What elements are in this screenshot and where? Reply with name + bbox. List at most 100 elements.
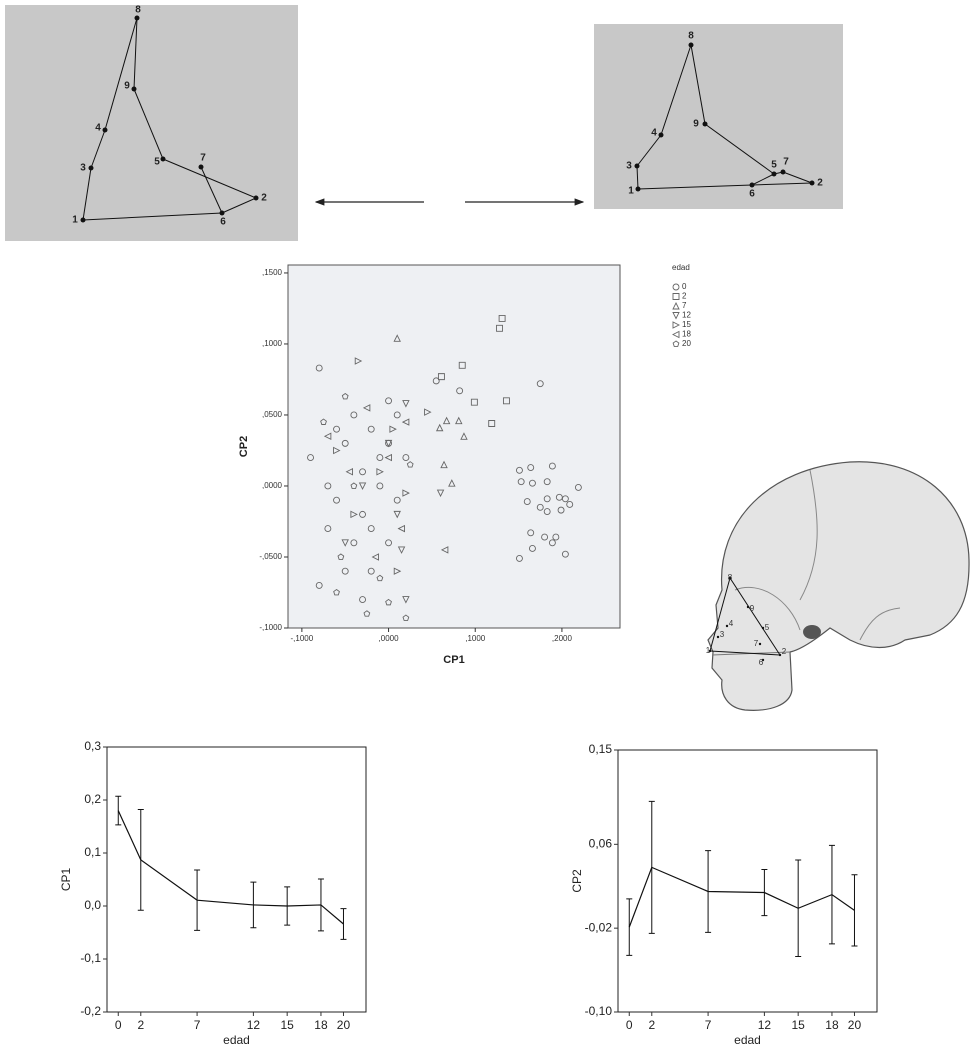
scatter-point — [385, 440, 393, 447]
scatter-point — [442, 416, 451, 425]
landmark-point — [746, 605, 750, 609]
landmark-label: 9 — [124, 81, 130, 92]
landmark-point — [749, 182, 755, 188]
landmark-point — [635, 186, 641, 192]
x-tick-label: ,1000 — [465, 634, 486, 643]
x-tick-label: ,0000 — [379, 634, 400, 643]
landmark-panel — [5, 5, 298, 241]
landmark-label: 9 — [750, 604, 755, 613]
scatter-point — [517, 478, 525, 486]
y-tick-label: 0,2 — [84, 792, 101, 806]
scatter-point — [488, 420, 496, 427]
scatter-point — [515, 555, 523, 562]
scatter-point — [536, 380, 544, 388]
scatter-point — [397, 524, 406, 533]
legend-label: 7 — [682, 301, 687, 310]
landmark-point — [758, 642, 762, 646]
scatter-point — [401, 418, 410, 426]
scatter-point — [341, 392, 349, 400]
scatter-point — [402, 596, 410, 604]
x-tick-label: 18 — [825, 1018, 839, 1032]
landmark-label: 2 — [261, 193, 267, 204]
scatter-point — [393, 334, 401, 342]
error-bar — [340, 908, 347, 940]
x-tick-label: 18 — [314, 1018, 328, 1032]
plot-area — [106, 746, 367, 1013]
scatter-point — [458, 361, 466, 369]
scatter-point — [402, 454, 410, 461]
landmark-label: 6 — [220, 217, 226, 228]
scatter-point — [528, 479, 536, 487]
landmark-point — [134, 15, 140, 21]
landmark-point — [708, 649, 712, 653]
legend-marker — [672, 340, 680, 347]
landmark-edge — [133, 17, 138, 90]
landmark-edge — [660, 44, 692, 136]
landmark-edge — [221, 197, 257, 214]
x-tick-label: 15 — [280, 1018, 294, 1032]
landmark-point — [88, 165, 94, 171]
x-axis-title: edad — [223, 1033, 250, 1047]
error-bar — [284, 886, 291, 926]
x-tick-label: 0 — [115, 1018, 122, 1032]
landmark-edge — [709, 650, 781, 656]
y-tick-label: 0,0 — [84, 898, 101, 912]
scatter-point — [397, 546, 406, 554]
scatter-point — [333, 425, 340, 433]
scatter-point — [385, 598, 392, 606]
scatter-point — [362, 404, 371, 412]
scatter-point — [371, 553, 380, 561]
scatter-point — [527, 464, 535, 471]
error-bar — [115, 795, 122, 826]
x-tick-label: 20 — [848, 1018, 862, 1032]
landmark-label: 7 — [754, 639, 759, 648]
scatter-point — [359, 596, 366, 603]
scatter-point — [341, 440, 349, 447]
scatter-point — [350, 510, 358, 519]
scatter-point — [393, 496, 401, 504]
landmark-label: 3 — [720, 630, 725, 639]
x-tick-label: -,1000 — [291, 634, 314, 643]
legend-label: 2 — [682, 292, 687, 301]
scatter-point — [541, 533, 549, 541]
scatter-point — [424, 408, 432, 416]
error-bar — [317, 878, 324, 932]
y-tick-label: -,1000 — [259, 623, 282, 632]
error-bar — [705, 850, 712, 933]
scatter-point — [354, 357, 363, 365]
landmark-point — [658, 132, 664, 138]
legend-title: edad — [672, 263, 690, 272]
scatter-point — [527, 529, 535, 537]
landmark-panel — [594, 24, 843, 209]
error-bar — [761, 868, 768, 917]
scatter-point — [320, 418, 327, 425]
scatter-point — [315, 582, 323, 589]
y-tick-label: 0,15 — [589, 742, 613, 756]
x-tick-label: 20 — [337, 1018, 351, 1032]
legend-label: 15 — [682, 320, 691, 329]
scatter-point — [437, 373, 445, 381]
scatter-point — [543, 508, 551, 515]
scatter-point — [367, 567, 375, 575]
scatter-point — [402, 400, 410, 408]
scatter-point — [389, 425, 397, 433]
landmark-point — [198, 164, 204, 170]
scatter-point — [359, 511, 366, 518]
scatter-point — [345, 468, 353, 476]
landmark-edge — [200, 166, 223, 214]
y-tick-label: 0,1 — [84, 845, 101, 859]
scatter-point — [406, 461, 414, 468]
landmark-label: 7 — [783, 157, 789, 168]
scatter-point — [552, 533, 560, 541]
y-tick-label: -0,1 — [80, 951, 101, 965]
error-bar — [137, 809, 144, 911]
legend-marker — [672, 301, 680, 310]
legend-label: 12 — [682, 311, 691, 320]
scatter-point — [337, 553, 345, 560]
x-tick-label: 2 — [648, 1018, 655, 1032]
scatter-point — [566, 501, 574, 508]
landmark-label: 8 — [688, 31, 694, 42]
scatter-point — [448, 479, 456, 487]
scatter-point — [496, 324, 503, 332]
